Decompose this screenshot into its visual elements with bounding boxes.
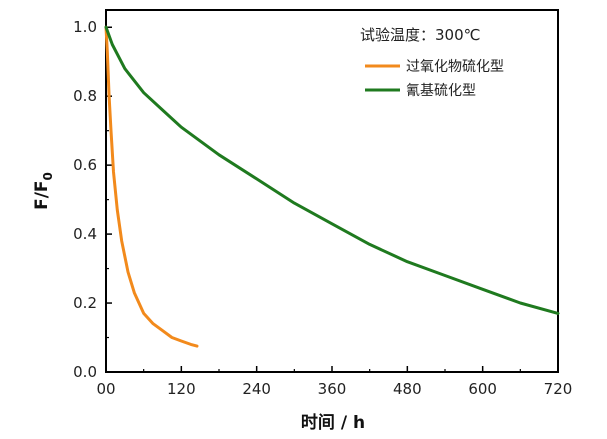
y-tick-label: 0.2 xyxy=(73,294,97,312)
axis-ticks: 00 120 240 360 480 600 720 0.0 0.2 0.4 0.6 0.8 1.0 xyxy=(73,18,572,398)
legend-label-series-1: 氰基硫化型 xyxy=(406,82,476,99)
series-layer xyxy=(104,25,560,348)
y-tick-label: 1.0 xyxy=(73,18,97,36)
x-tick-label: 240 xyxy=(242,380,271,398)
x-tick-label: 00 xyxy=(96,380,115,398)
series-line-0 xyxy=(104,25,199,348)
y-tick-label: 0.6 xyxy=(73,156,97,174)
svg-text:F/F0: F/F0 xyxy=(32,172,55,210)
y-tick-label: 0.4 xyxy=(73,225,97,243)
x-tick-label: 360 xyxy=(318,380,347,398)
x-tick-label: 120 xyxy=(167,380,196,398)
legend-label-series-0: 过氧化物硫化型 xyxy=(406,59,504,75)
annotation-text: 试验温度：300℃ xyxy=(360,26,480,44)
x-tick-label: 720 xyxy=(544,380,573,398)
x-tick-label: 480 xyxy=(393,380,422,398)
legend: 过氧化物硫化型 氰基硫化型 xyxy=(365,59,504,99)
y-tick-label: 0.8 xyxy=(73,87,97,105)
x-tick-label: 600 xyxy=(468,380,497,398)
y-axis-label: F/F0 xyxy=(32,172,55,210)
y-tick-label: 0.0 xyxy=(73,363,97,381)
y-axis-label-sub: 0 xyxy=(41,172,55,180)
y-axis-label-main: F/F xyxy=(32,180,52,209)
x-axis-label: 时间 / h xyxy=(301,412,365,433)
series-line-1 xyxy=(104,25,560,315)
